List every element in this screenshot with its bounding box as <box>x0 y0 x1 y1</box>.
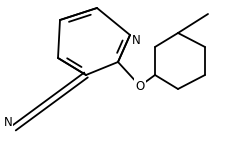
Text: N: N <box>132 33 140 46</box>
Text: N: N <box>4 117 12 129</box>
Text: O: O <box>135 80 145 93</box>
